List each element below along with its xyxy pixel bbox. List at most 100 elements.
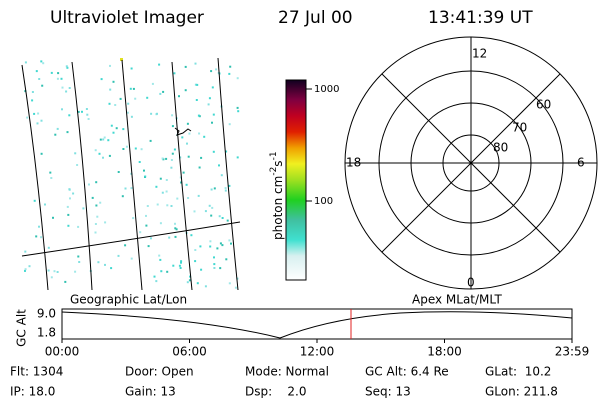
- info-field: Mode: Normal: [245, 365, 329, 379]
- speckle: [188, 279, 191, 282]
- speckle: [102, 138, 105, 141]
- lat-label: 80: [493, 141, 508, 155]
- speckle: [112, 131, 115, 134]
- speckle: [96, 215, 99, 218]
- speckle: [102, 156, 104, 159]
- speckle: [26, 116, 29, 119]
- speckle: [210, 188, 213, 191]
- speckle: [94, 223, 97, 225]
- speckle: [24, 250, 27, 253]
- info-field: Dsp: 2.0: [245, 385, 307, 399]
- mlt-label: 0: [467, 276, 475, 290]
- speckle: [65, 65, 68, 68]
- speckle: [228, 239, 231, 242]
- x-tick-label: 18:00: [427, 345, 462, 359]
- speckle: [64, 280, 67, 283]
- speckle: [174, 222, 176, 225]
- speckle: [220, 174, 223, 177]
- speckle: [170, 205, 173, 207]
- speckle: [130, 115, 133, 118]
- speckle: [121, 195, 124, 198]
- speckle: [196, 282, 199, 285]
- speckle: [219, 267, 222, 270]
- speckle: [130, 257, 133, 260]
- speckle: [126, 111, 129, 114]
- speckle: [200, 156, 203, 159]
- speckle: [109, 64, 111, 67]
- speckle: [50, 276, 53, 279]
- speckle: [97, 261, 100, 264]
- speckle: [213, 263, 216, 266]
- instrument-title: Ultraviolet Imager: [50, 8, 204, 28]
- speckle: [200, 268, 203, 271]
- speckle: [218, 215, 221, 218]
- speckle: [28, 265, 31, 268]
- speckle: [42, 62, 45, 65]
- speckle: [85, 108, 88, 110]
- speckle: [194, 62, 197, 65]
- speckle: [125, 145, 128, 148]
- speckle: [82, 207, 85, 210]
- speckle: [130, 187, 133, 190]
- speckle: [188, 132, 191, 135]
- speckle: [138, 161, 141, 163]
- info-field: GC Alt: 6.4 Re: [365, 365, 449, 379]
- speckle: [215, 68, 218, 71]
- speckle: [52, 216, 54, 219]
- speckle: [221, 217, 224, 219]
- polar-grid: [344, 36, 598, 290]
- speckle: [24, 61, 27, 64]
- speckle: [216, 247, 219, 250]
- speckle: [56, 127, 59, 130]
- speckle: [229, 65, 232, 68]
- speckle: [110, 267, 113, 270]
- info-field: Gain: 13: [125, 385, 176, 399]
- speckle: [162, 90, 165, 93]
- x-tick-label: 00:00: [45, 345, 80, 359]
- speckle: [144, 175, 147, 178]
- speckle: [184, 89, 187, 92]
- speckle: [182, 171, 185, 174]
- speckle: [150, 112, 153, 115]
- speckle: [99, 138, 102, 141]
- speckle: [173, 72, 176, 75]
- speckle: [197, 114, 200, 117]
- speckle: [179, 267, 182, 269]
- speckle: [124, 187, 127, 190]
- speckle: [33, 112, 36, 115]
- speckle: [171, 152, 174, 155]
- speckle: [76, 164, 79, 166]
- speckle: [184, 65, 187, 68]
- speckle: [211, 86, 214, 89]
- mlt-label: 18: [346, 156, 361, 170]
- speckle: [180, 181, 183, 184]
- speckle: [24, 268, 27, 271]
- speckle: [186, 142, 188, 145]
- speckle: [226, 219, 229, 222]
- speckle: [228, 123, 231, 126]
- speckle: [213, 256, 215, 259]
- x-tick-label: 12:00: [300, 345, 335, 359]
- speckle: [56, 77, 59, 80]
- x-tick-label: 06:00: [172, 345, 207, 359]
- speckle: [87, 118, 90, 120]
- speckle: [104, 221, 107, 224]
- speckle: [209, 240, 212, 243]
- speckle: [108, 154, 111, 157]
- speckle: [208, 97, 211, 100]
- speckle: [175, 228, 178, 231]
- speckle: [68, 188, 71, 191]
- speckle: [40, 119, 43, 122]
- speckle: [147, 245, 150, 248]
- speckle: [153, 275, 156, 278]
- speckle: [203, 135, 206, 138]
- speckle: [145, 214, 147, 217]
- speckle: [86, 113, 89, 116]
- speckle: [67, 224, 70, 227]
- speckle: [127, 102, 130, 105]
- info-field: Seq: 13: [365, 385, 411, 399]
- speckle: [165, 157, 168, 160]
- speckle: [165, 179, 168, 181]
- colorbar-label: 1000: [314, 84, 339, 95]
- speckle: [40, 236, 43, 239]
